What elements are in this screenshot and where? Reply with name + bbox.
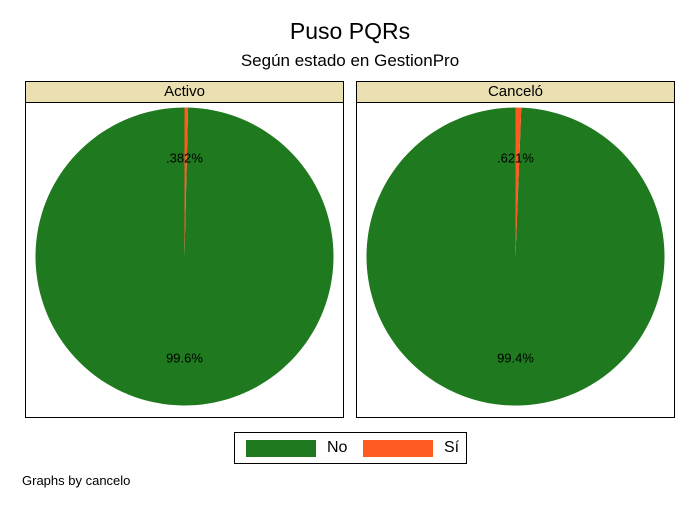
legend-swatch-no: [246, 439, 316, 457]
pie-label-no: 99.4%: [497, 351, 534, 366]
pie-slice-si: [515, 107, 522, 257]
chart-subtitle: Según estado en GestionPro: [240, 51, 460, 70]
pie-panel-activo: Activo 99.6% .382%: [25, 81, 344, 418]
legend: No Sí: [234, 432, 467, 464]
pie-panel-cancelo: Canceló 99.4% .621%: [356, 81, 675, 418]
legend-label-si: Sí: [444, 439, 460, 456]
pie-label-si: .382%: [166, 151, 203, 166]
legend-item-no: No: [246, 433, 347, 463]
panel-header-cancelo: Canceló: [357, 82, 674, 103]
pie-chart-cancelo: 99.4% .621%: [366, 107, 665, 406]
pie-label-no: 99.6%: [166, 351, 203, 366]
pie-label-si: .621%: [497, 151, 534, 166]
legend-label-no: No: [327, 439, 348, 456]
pie-slice-no: [35, 107, 334, 406]
legend-swatch-si: [363, 439, 433, 457]
pie-slice-si: [184, 107, 189, 257]
graphs-by-note: Graphs by cancelo: [22, 473, 131, 488]
legend-item-si: Sí: [363, 433, 459, 463]
pie-chart-activo: 99.6% .382%: [35, 107, 334, 406]
chart-title: Puso PQRs: [289, 18, 411, 44]
panel-header-activo: Activo: [26, 82, 343, 103]
